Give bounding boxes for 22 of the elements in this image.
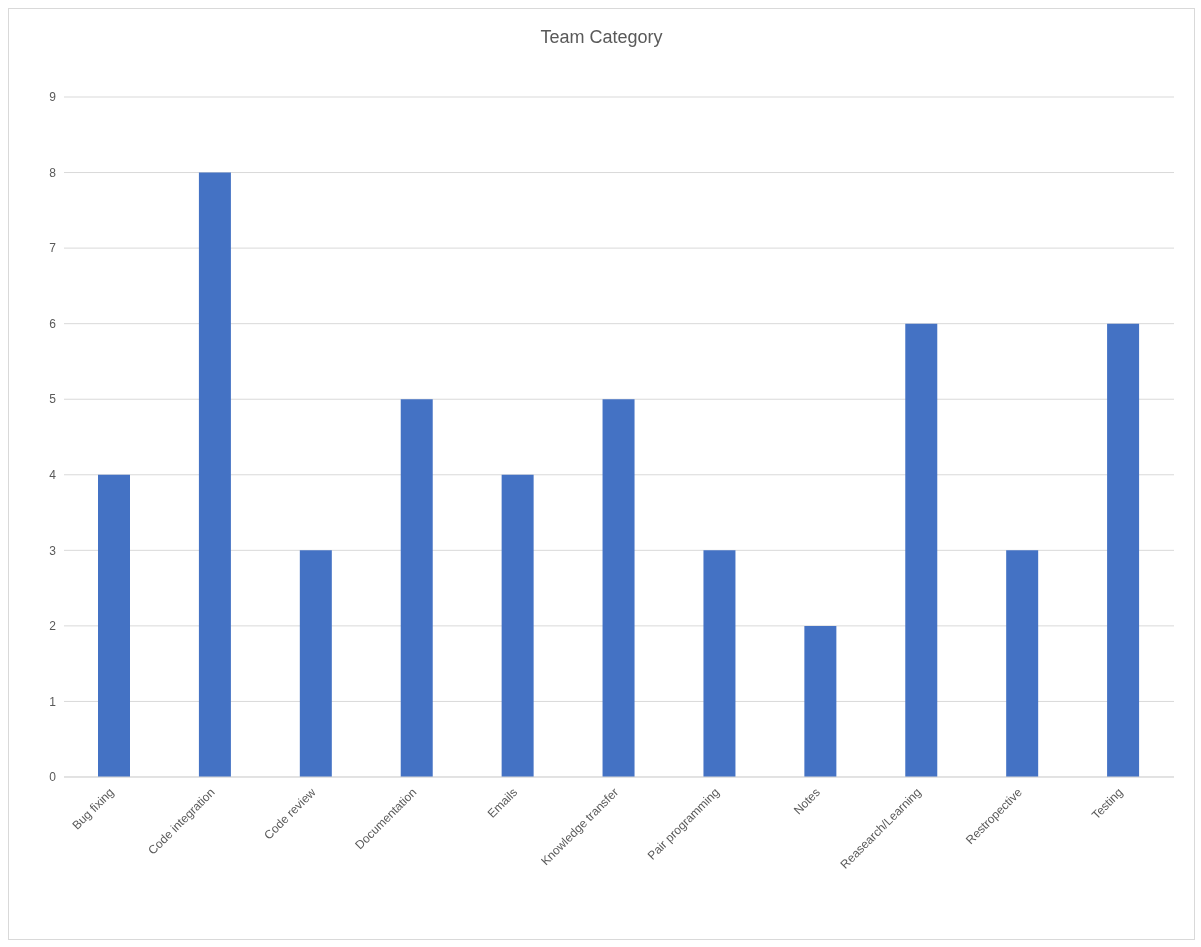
bar xyxy=(1006,550,1039,777)
chart-title: Team Category xyxy=(539,26,664,49)
bar xyxy=(299,550,332,777)
y-tick-label: 8 xyxy=(49,165,57,180)
y-tick-label: 6 xyxy=(49,316,57,331)
y-tick-label: 2 xyxy=(49,619,57,634)
bar xyxy=(905,323,938,777)
bar xyxy=(1107,323,1140,777)
y-tick-label: 4 xyxy=(49,468,57,483)
y-tick-label: 5 xyxy=(49,392,57,407)
bar xyxy=(804,625,837,777)
y-tick-label: 1 xyxy=(49,694,57,709)
bar xyxy=(400,399,433,777)
bar xyxy=(703,550,736,777)
bar xyxy=(602,399,635,777)
y-tick-label: 3 xyxy=(49,543,57,558)
y-tick-label: 0 xyxy=(49,770,57,785)
bar xyxy=(501,474,534,777)
y-tick-label: 9 xyxy=(49,90,57,105)
y-tick-label: 7 xyxy=(49,241,57,256)
bar xyxy=(98,474,130,777)
bar xyxy=(198,172,231,777)
